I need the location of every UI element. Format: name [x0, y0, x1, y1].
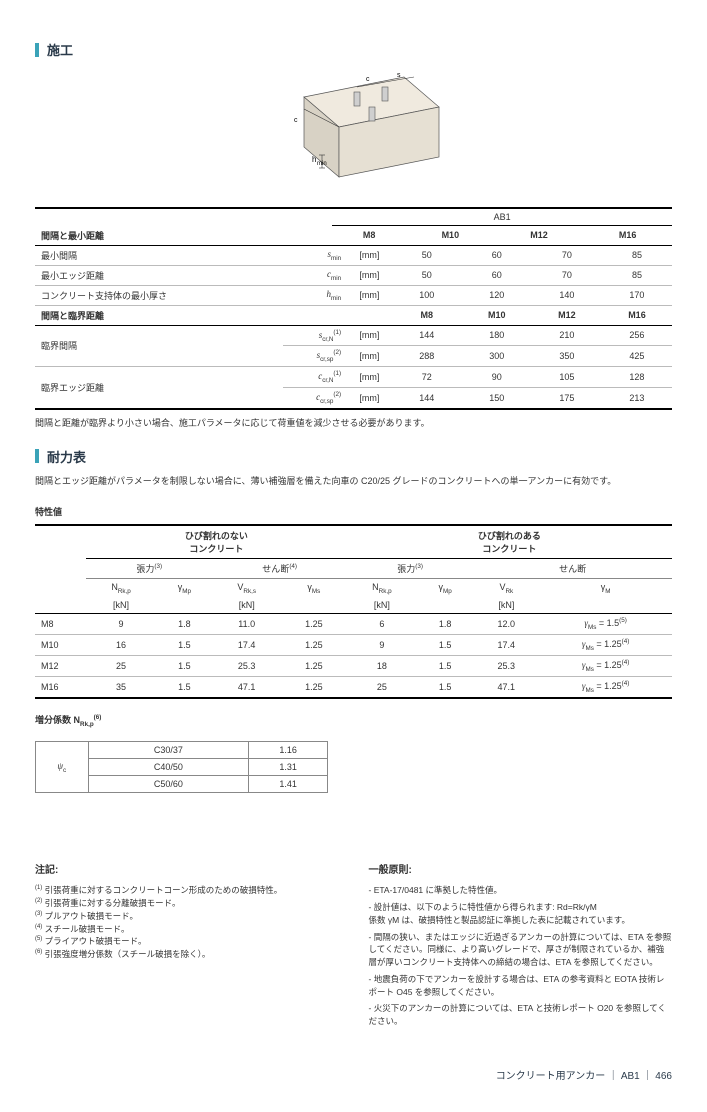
notes-title: 注記: [35, 863, 339, 878]
section-install: 施工 [35, 40, 672, 59]
col: M16 [583, 226, 672, 246]
svg-text:h: h [312, 155, 316, 164]
section-title: 耐力表 [47, 447, 86, 466]
col: M10 [462, 306, 532, 326]
svg-text:s: s [397, 72, 401, 79]
col: M16 [602, 306, 672, 326]
general-title: 一般原則: [369, 863, 673, 878]
section-bar [35, 43, 39, 57]
svg-text:c: c [294, 117, 298, 124]
incr-table: ψcC30/371.16C40/501.31C50/601.41 [35, 741, 328, 793]
section-bar [35, 449, 39, 463]
t1-block2: 間隔と臨界距離 [35, 306, 283, 326]
notes-col: 注記: (1) 引張荷重に対するコンクリートコーン形成のための破損特性。(2) … [35, 863, 339, 1032]
spacing-table: AB1 間隔と最小距離 M8 M10 M12 M16 [35, 207, 672, 246]
section-title: 施工 [47, 40, 73, 59]
t1-footnote: 間隔と距離が臨界より小さい場合、施工パラメータに応じて荷重値を減少させる必要があ… [35, 416, 672, 429]
install-diagram: c s c hmin [35, 67, 672, 197]
char-title: 特性値 [35, 505, 672, 518]
t1-block1: 間隔と最小距離 [35, 226, 260, 246]
page-footer: コンクリート用アンカー ｜ AB1 ｜ 466 [35, 1067, 672, 1082]
spacing-table-body2: 臨界間隔scr,N(1) [mm] 144180210256scr,sp(2) … [35, 326, 672, 410]
section-load: 耐力表 [35, 447, 672, 466]
col: M12 [532, 306, 602, 326]
svg-text:c: c [366, 76, 370, 83]
col: M8 [332, 226, 406, 246]
general-col: 一般原則: - ETA-17/0481 に準拠した特性値。- 設計値は、以下のよ… [369, 863, 673, 1032]
spacing-table-body1: 最小間隔 smin [mm] 50607085最小エッジ距離 cmin [mm]… [35, 246, 672, 306]
load-table: ひび割れのない コンクリートひび割れのある コンクリート張力(3)せん断(4)張… [35, 524, 672, 699]
col: M8 [392, 306, 462, 326]
load-intro: 間隔とエッジ距離がパラメータを制限しない場合に、薄い補強層を備えた向車の C20… [35, 474, 672, 487]
spacing-table-h2: 間隔と臨界距離 M8 M10 M12 M16 [35, 306, 672, 326]
t1-group: AB1 [332, 208, 672, 226]
col: M10 [406, 226, 495, 246]
col: M12 [495, 226, 584, 246]
incr-title: 増分係数 NRk,p(6) [35, 713, 672, 728]
